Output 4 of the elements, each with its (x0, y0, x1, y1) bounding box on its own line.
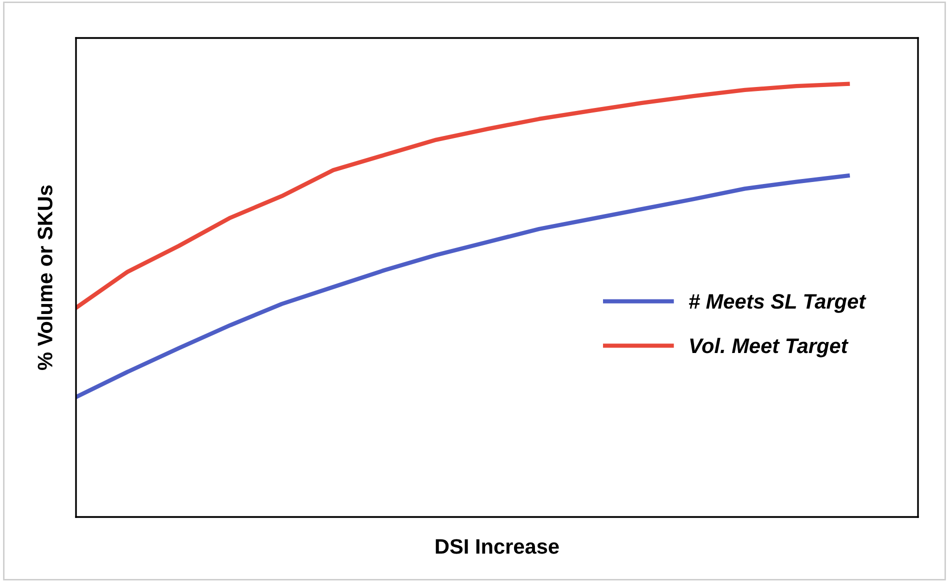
x-axis-title: DSI Increase (436, 539, 559, 554)
legend-label: # Meets SL Target (689, 294, 866, 313)
legend-label: Vol. Meet Target (690, 338, 848, 358)
y-axis-title: % Volume or SKUs (37, 185, 52, 370)
